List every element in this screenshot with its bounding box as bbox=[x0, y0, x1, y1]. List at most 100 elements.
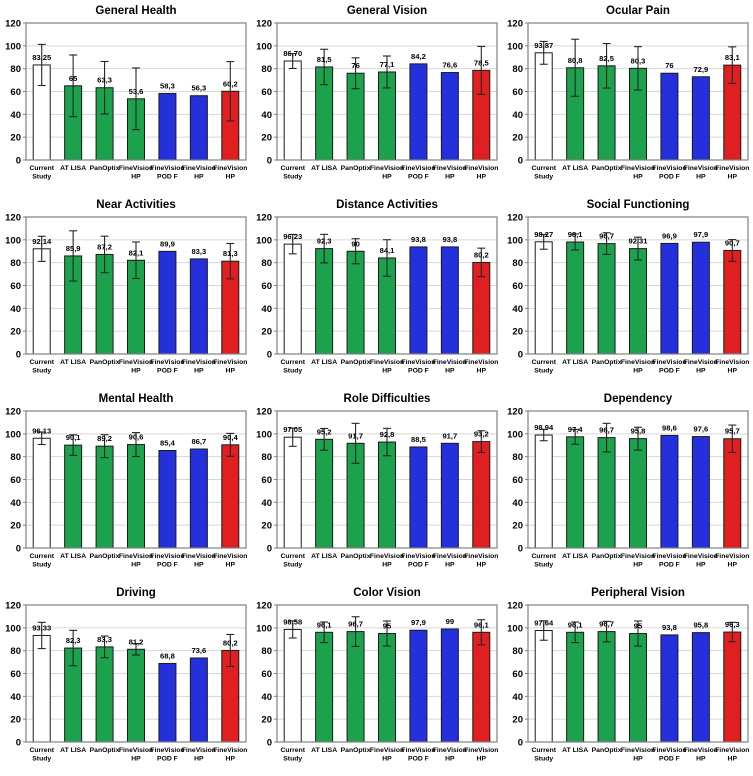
y-tick-label: 0 bbox=[518, 350, 523, 361]
y-tick-label: 0 bbox=[16, 544, 21, 555]
x-axis-label: FineVision bbox=[621, 553, 655, 560]
x-axis-label: AT LISA bbox=[562, 359, 588, 366]
value-label: 84,2 bbox=[411, 52, 426, 61]
x-axis-label: Current bbox=[29, 553, 54, 560]
x-axis-label: AT LISA bbox=[60, 165, 86, 172]
value-label: 80,2 bbox=[223, 638, 238, 647]
value-label: 83,3 bbox=[191, 247, 206, 256]
chart-svg-social-functioning: Social Functioning 0 20 40 60 80 100 120 98,27 Cu… bbox=[507, 199, 749, 375]
y-tick-label: 120 bbox=[256, 19, 272, 30]
bar bbox=[158, 250, 177, 355]
x-axis-label: HP bbox=[633, 562, 643, 569]
value-label: 98,6 bbox=[662, 423, 677, 432]
plot-border bbox=[276, 410, 498, 549]
bar bbox=[158, 92, 177, 161]
value-label: 84,1 bbox=[380, 246, 396, 255]
x-axis-label: HP bbox=[696, 368, 706, 375]
x-axis-label: HP bbox=[477, 562, 487, 569]
bar bbox=[534, 630, 553, 743]
value-label: 92,3 bbox=[317, 237, 332, 246]
chart-svg-general-health: General Health 0 20 40 60 80 100 120 83,25 Curren… bbox=[5, 5, 247, 181]
value-label: 97,9 bbox=[693, 230, 708, 239]
y-tick-label: 80 bbox=[261, 64, 272, 75]
value-label: 85,9 bbox=[66, 244, 81, 253]
x-axis-label: FineVision bbox=[182, 747, 216, 754]
bar bbox=[409, 446, 428, 549]
plot-border bbox=[527, 22, 749, 161]
x-axis-label: POD F bbox=[408, 174, 429, 181]
chart-distance-activities: Distance Activities 0 20 40 60 80 100 120 96,23 C… bbox=[251, 194, 502, 388]
y-tick-label: 20 bbox=[512, 327, 523, 338]
y-tick-label: 100 bbox=[507, 429, 523, 440]
x-axis-label: FineVision bbox=[213, 359, 247, 366]
x-axis-label: FineVision bbox=[715, 359, 749, 366]
x-axis-label: FineVision bbox=[464, 747, 498, 754]
chart-title: Role Difficulties bbox=[344, 393, 431, 405]
chart-svg-near-activities: Near Activities 0 20 40 60 80 100 120 92,14 Curre… bbox=[5, 199, 247, 375]
y-tick-label: 100 bbox=[507, 623, 523, 634]
value-label: 86,7 bbox=[191, 437, 206, 446]
y-tick-label: 60 bbox=[10, 669, 21, 680]
bar bbox=[127, 444, 145, 549]
chart-color-vision: Color Vision 0 20 40 60 80 100 120 98,58 Current S… bbox=[251, 582, 502, 776]
x-axis-label: Study bbox=[283, 174, 302, 181]
bar bbox=[189, 95, 208, 161]
y-tick-label: 120 bbox=[507, 19, 523, 30]
y-tick-label: 100 bbox=[507, 235, 523, 246]
y-tick-label: 40 bbox=[512, 498, 523, 509]
chart-svg-color-vision: Color Vision 0 20 40 60 80 100 120 98,58 Current S… bbox=[256, 587, 498, 763]
x-axis-label: POD F bbox=[408, 756, 429, 763]
x-axis-label: Study bbox=[534, 756, 553, 763]
bar bbox=[283, 60, 302, 161]
y-tick-label: 120 bbox=[256, 213, 272, 224]
value-label: 96,3 bbox=[725, 620, 740, 629]
x-axis-label: HP bbox=[696, 756, 706, 763]
y-tick-label: 40 bbox=[261, 110, 272, 121]
x-axis-label: FineVision bbox=[652, 359, 686, 366]
x-axis-label: PanOptix bbox=[90, 747, 120, 754]
y-tick-label: 100 bbox=[256, 623, 272, 634]
chart-svg-role-difficulties: Role Difficulties 0 20 40 60 80 100 120 97,05 Cur… bbox=[256, 393, 498, 569]
value-label: 88,5 bbox=[411, 435, 427, 444]
value-label: 89,9 bbox=[160, 239, 175, 248]
y-tick-label: 20 bbox=[261, 327, 272, 338]
x-axis-label: HP bbox=[445, 368, 455, 375]
y-tick-label: 100 bbox=[5, 429, 21, 440]
x-axis-label: HP bbox=[194, 174, 204, 181]
value-label: 96,7 bbox=[599, 232, 614, 241]
value-label: 85,4 bbox=[160, 439, 176, 448]
x-axis-label: Study bbox=[283, 368, 302, 375]
y-tick-label: 60 bbox=[512, 87, 523, 98]
x-axis-label: Study bbox=[32, 562, 51, 569]
x-axis-label: POD F bbox=[157, 174, 178, 181]
y-tick-label: 100 bbox=[5, 623, 21, 634]
x-axis-label: HP bbox=[382, 562, 392, 569]
bar bbox=[95, 445, 114, 549]
y-tick-label: 120 bbox=[256, 601, 272, 612]
chart-svg-driving: Driving 0 20 40 60 80 100 120 93,33 Current Study 8… bbox=[5, 587, 247, 763]
x-axis-label: Study bbox=[534, 562, 553, 569]
value-label: 92,31 bbox=[628, 237, 648, 246]
x-axis-label: PanOptix bbox=[592, 359, 622, 366]
x-axis-label: HP bbox=[477, 756, 487, 763]
x-axis-label: HP bbox=[728, 174, 738, 181]
value-label: 53,6 bbox=[129, 87, 144, 96]
x-axis-label: FineVision bbox=[370, 553, 404, 560]
x-axis-label: HP bbox=[382, 174, 392, 181]
plot-border bbox=[25, 604, 247, 743]
x-axis-label: HP bbox=[696, 174, 706, 181]
x-axis-label: AT LISA bbox=[562, 553, 588, 560]
y-tick-label: 40 bbox=[10, 110, 21, 121]
x-axis-label: HP bbox=[382, 756, 392, 763]
x-axis-label: PanOptix bbox=[90, 553, 120, 560]
value-label: 83,1 bbox=[725, 53, 741, 62]
bar bbox=[723, 249, 742, 355]
bar bbox=[440, 72, 459, 161]
x-axis-label: FineVision bbox=[370, 165, 404, 172]
x-axis-label: FineVision bbox=[401, 553, 435, 560]
chart-svg-distance-activities: Distance Activities 0 20 40 60 80 100 120 96,23 C… bbox=[256, 199, 498, 375]
bar bbox=[660, 242, 679, 355]
x-axis-label: Current bbox=[280, 359, 305, 366]
y-tick-label: 80 bbox=[512, 452, 523, 463]
y-tick-label: 100 bbox=[256, 41, 272, 52]
